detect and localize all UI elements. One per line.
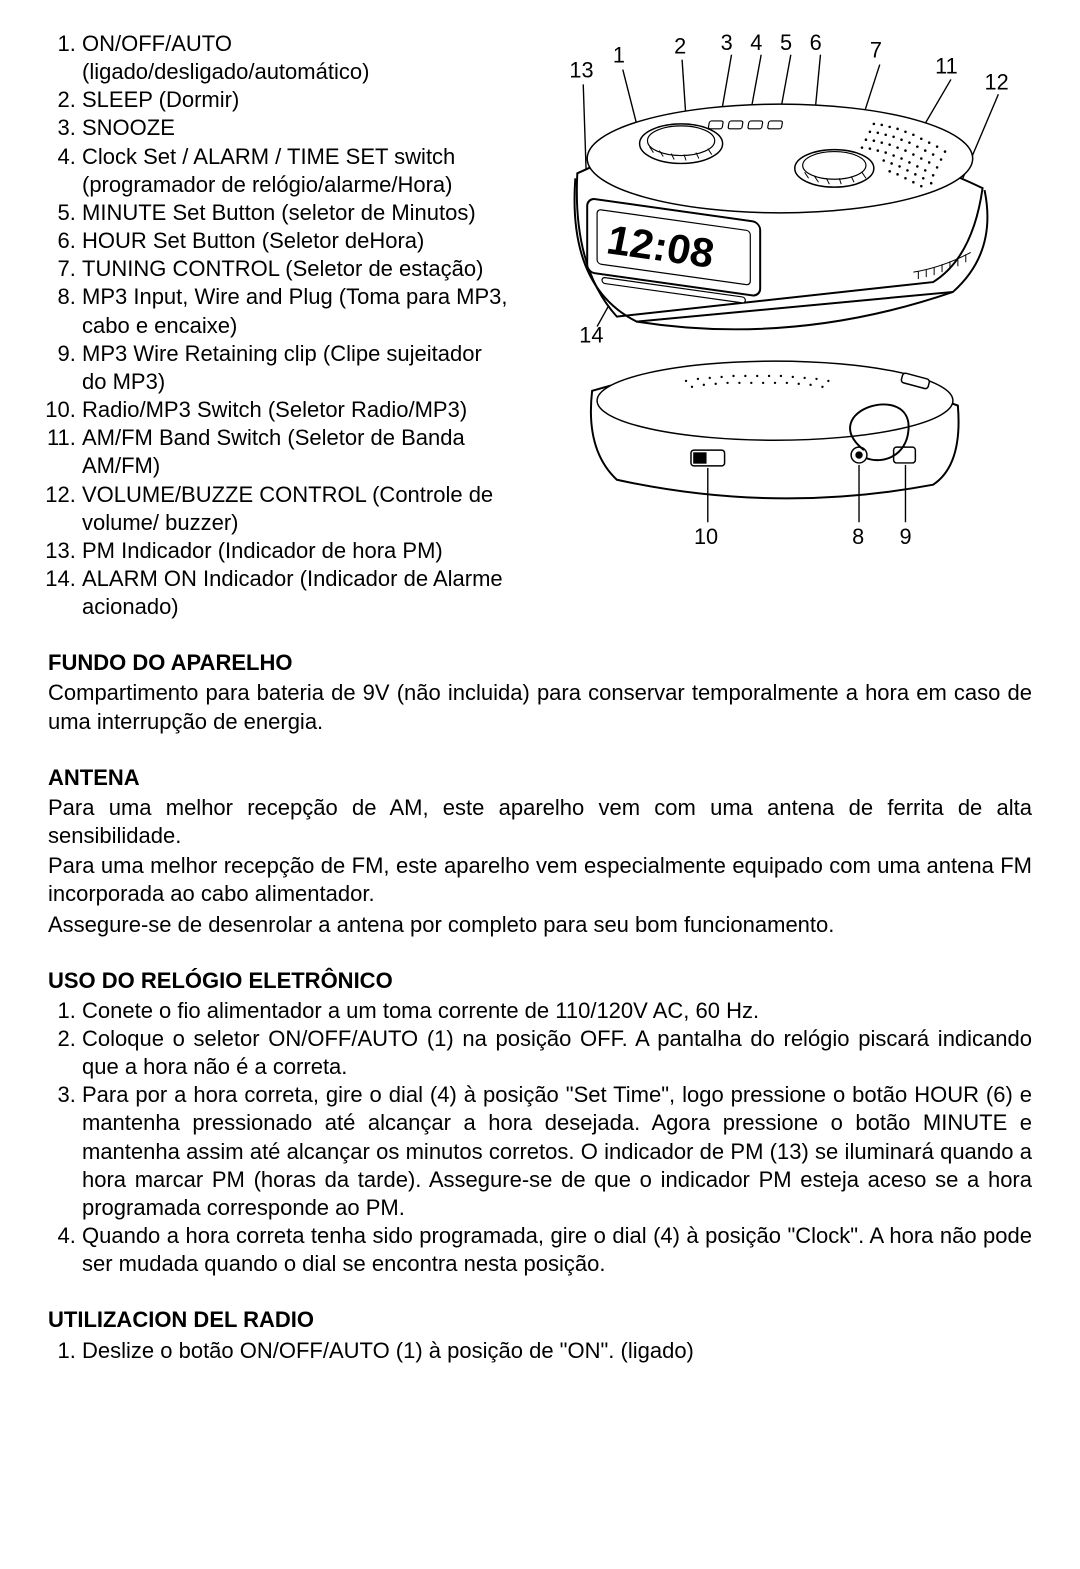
text-fundo: Compartimento para bateria de 9V (não in… [48, 679, 1032, 735]
callout-5: 5 [780, 30, 792, 55]
callout-2: 2 [674, 34, 686, 59]
utilizacion-list: Deslize o botão ON/OFF/AUTO (1) à posiçã… [48, 1337, 1032, 1365]
callout-4: 4 [750, 30, 762, 55]
callout-1: 1 [613, 43, 625, 68]
clock-body-top: 12:08 [575, 104, 988, 329]
utilizacion-item: Deslize o botão ON/OFF/AUTO (1) à posiçã… [82, 1337, 1032, 1365]
part-item: AM/FM Band Switch (Seletor de Banda AM/F… [82, 424, 508, 480]
part-item: PM Indicador (Indicador de hora PM) [82, 537, 508, 565]
uso-item: Quando a hora correta tenha sido program… [82, 1222, 1032, 1278]
part-item: MP3 Input, Wire and Plug (Toma para MP3,… [82, 283, 508, 339]
diagram-svg: 13 1 2 3 4 5 6 7 11 12 14 [518, 30, 1032, 554]
part-item: ALARM ON Indicador (Indicador de Alarme … [82, 565, 508, 621]
product-diagram: 13 1 2 3 4 5 6 7 11 12 14 [508, 30, 1032, 559]
uso-item: Coloque o seletor ON/OFF/AUTO (1) na pos… [82, 1025, 1032, 1081]
heading-antena: ANTENA [48, 764, 1032, 792]
heading-fundo: FUNDO DO APARELHO [48, 649, 1032, 677]
section-fundo: FUNDO DO APARELHO Compartimento para bat… [48, 649, 1032, 735]
callout-12: 12 [985, 69, 1009, 94]
parts-ol: ON/OFF/AUTO (ligado/desligado/automático… [48, 30, 508, 621]
part-item: Clock Set / ALARM / TIME SET switch (pro… [82, 143, 508, 199]
callout-11: 11 [935, 53, 958, 78]
heading-uso: USO DO RELÓGIO ELETRÔNICO [48, 967, 1032, 995]
part-item: MP3 Wire Retaining clip (Clipe sujeitado… [82, 340, 508, 396]
top-row: ON/OFF/AUTO (ligado/desligado/automático… [48, 30, 1032, 621]
part-item: SNOOZE [82, 114, 508, 142]
text-antena-1: Para uma melhor recepção de AM, este apa… [48, 794, 1032, 850]
callout-6: 6 [810, 30, 822, 55]
manual-page: ON/OFF/AUTO (ligado/desligado/automático… [0, 0, 1080, 1569]
callout-14: 14 [579, 322, 603, 347]
section-uso: USO DO RELÓGIO ELETRÔNICO Conete o fio a… [48, 967, 1032, 1279]
section-antena: ANTENA Para uma melhor recepção de AM, e… [48, 764, 1032, 939]
part-item: MINUTE Set Button (seletor de Minutos) [82, 199, 508, 227]
text-antena-2: Para uma melhor recepção de FM, este apa… [48, 852, 1032, 908]
heading-utilizacion: UTILIZACION DEL RADIO [48, 1306, 1032, 1334]
part-item: SLEEP (Dormir) [82, 86, 508, 114]
callout-3: 3 [721, 30, 733, 55]
part-item: Radio/MP3 Switch (Seletor Radio/MP3) [82, 396, 508, 424]
uso-item: Conete o fio alimentador a um toma corre… [82, 997, 1032, 1025]
part-item: VOLUME/BUZZE CONTROL (Controle de volume… [82, 481, 508, 537]
part-item: TUNING CONTROL (Seletor de estação) [82, 255, 508, 283]
callout-numbers-bottom: 10 8 9 [694, 524, 912, 549]
uso-list: Conete o fio alimentador a um toma corre… [48, 997, 1032, 1279]
part-item: ON/OFF/AUTO (ligado/desligado/automático… [82, 30, 508, 86]
text-antena-3: Assegure-se de desenrolar a antena por c… [48, 911, 1032, 939]
callout-9: 9 [900, 524, 912, 549]
clock-body-back [591, 361, 959, 522]
callout-7: 7 [870, 38, 882, 63]
callout-13: 13 [569, 57, 593, 82]
parts-list: ON/OFF/AUTO (ligado/desligado/automático… [48, 30, 508, 621]
callout-10: 10 [694, 524, 718, 549]
uso-item: Para por a hora correta, gire o dial (4)… [82, 1081, 1032, 1222]
part-item: HOUR Set Button (Seletor deHora) [82, 227, 508, 255]
section-utilizacion: UTILIZACION DEL RADIO Deslize o botão ON… [48, 1306, 1032, 1364]
callout-8: 8 [852, 524, 864, 549]
